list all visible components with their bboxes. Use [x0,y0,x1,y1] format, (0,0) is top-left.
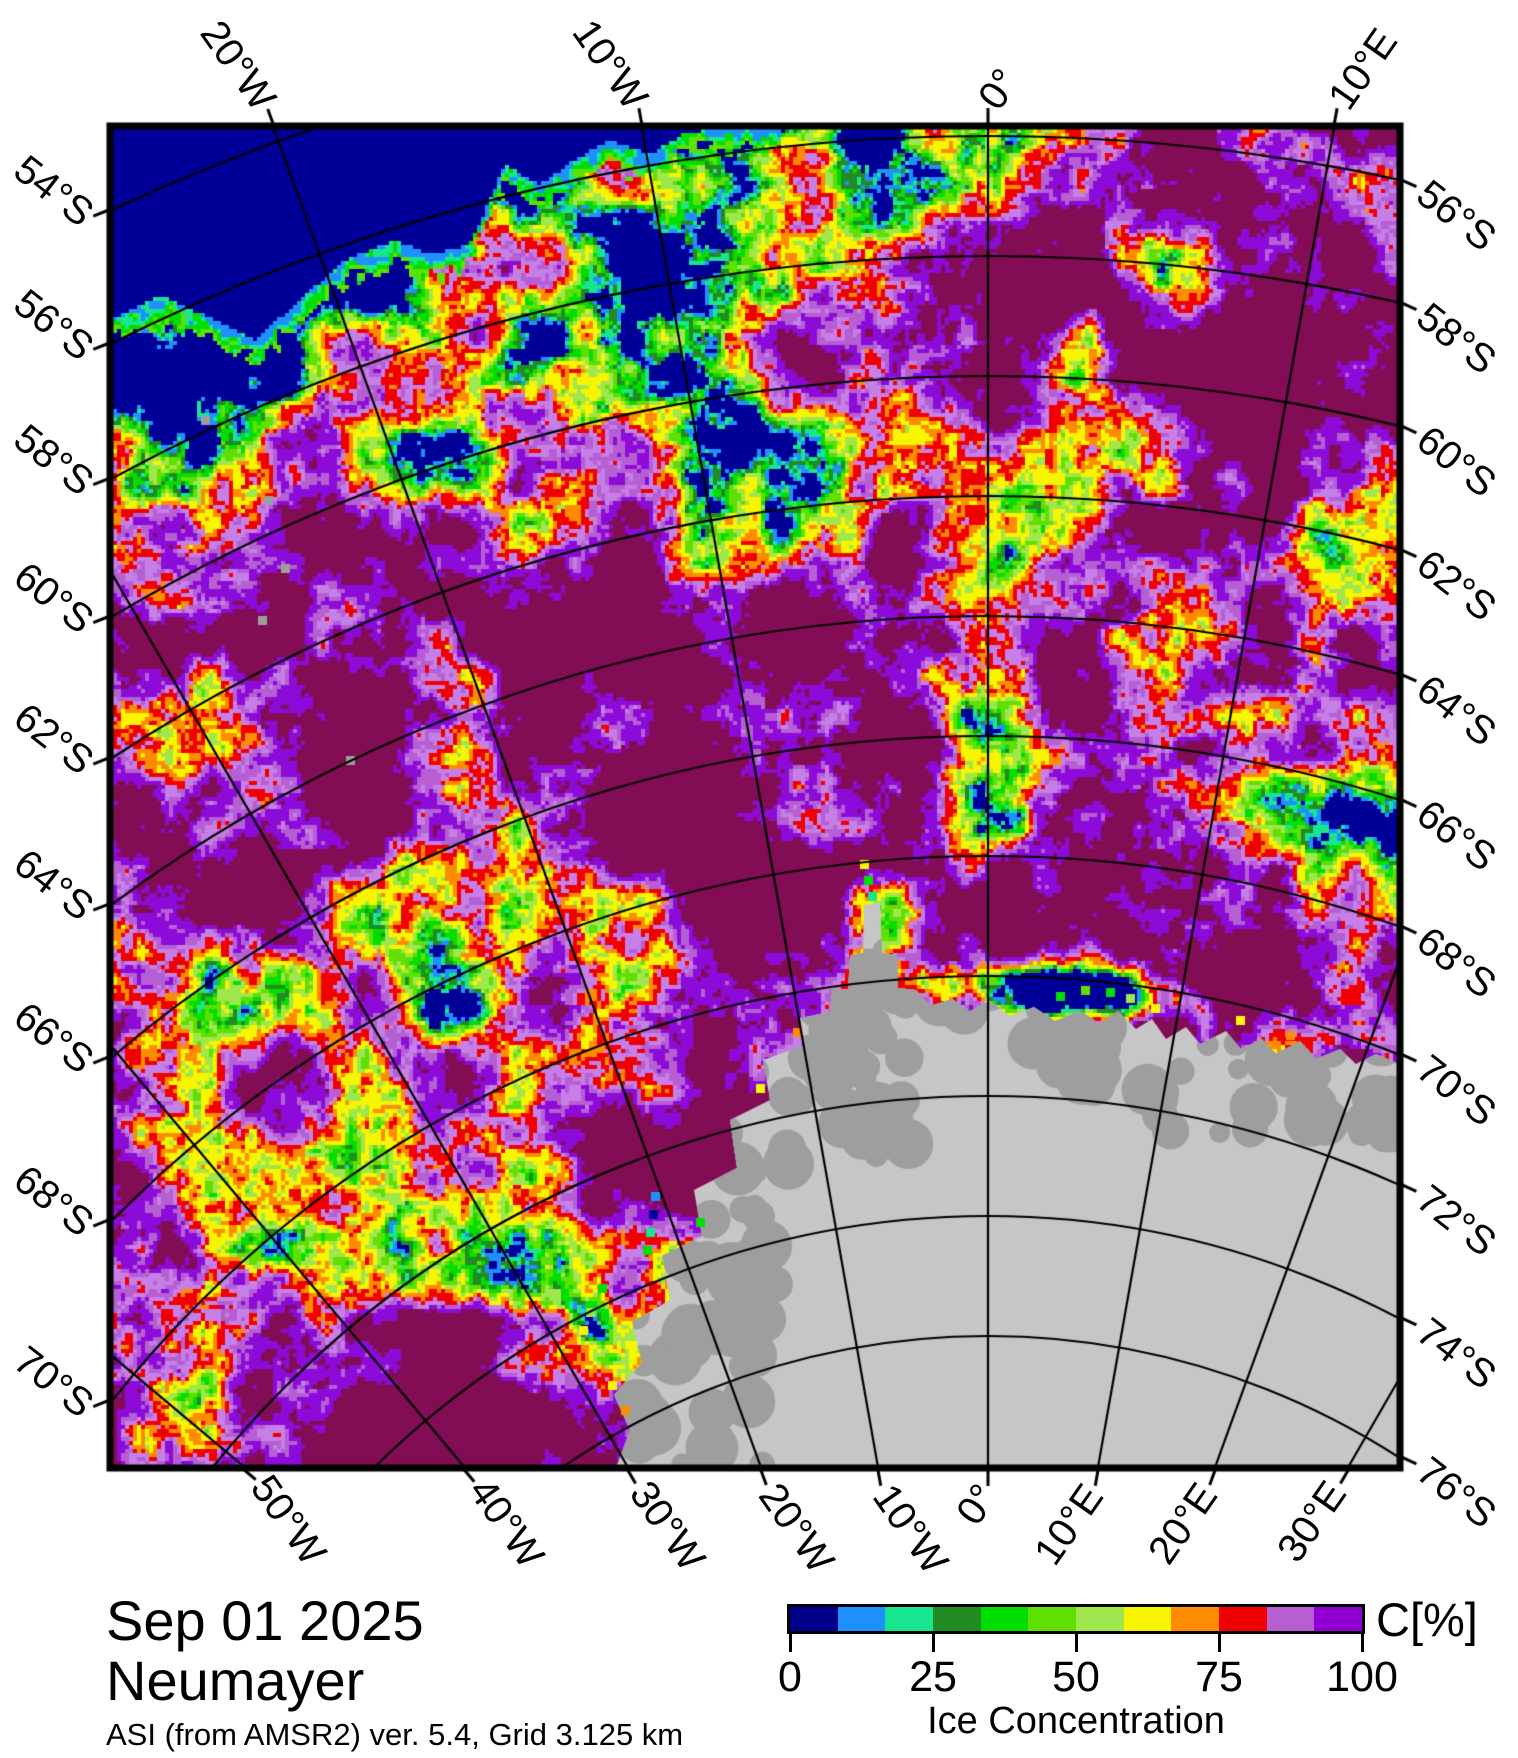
colorbar-segment [837,1607,886,1631]
colorbar-tick [1074,1634,1078,1652]
colorbar-tick-label: 100 [1326,1653,1398,1701]
colorbar-segment [1314,1607,1363,1631]
colorbar-tick [1360,1634,1364,1652]
colorbar-tick-label: 25 [909,1653,957,1701]
colorbar-tick [788,1634,792,1652]
colorbar-segment [790,1607,838,1631]
colorbar-segment [1219,1607,1267,1631]
colorbar [787,1604,1365,1634]
date-label: Sep 01 2025 [106,1589,424,1652]
colorbar-segment [1171,1607,1220,1631]
colorbar-segment [980,1607,1029,1631]
colorbar-tick-label: 75 [1195,1653,1243,1701]
colorbar-segment [1028,1607,1077,1631]
colorbar-segment [1076,1607,1124,1631]
colorbar-unit-label: C[%] [1376,1593,1478,1646]
colorbar-segment [885,1607,934,1631]
colorbar-tick-label: 0 [778,1653,802,1701]
source-version-label: ASI (from AMSR2) ver. 5.4, Grid 3.125 km [106,1717,684,1752]
colorbar-tick-label: 50 [1052,1653,1100,1701]
colorbar-segment [1266,1607,1315,1631]
colorbar-segment [1123,1607,1172,1631]
colorbar-segment [933,1607,981,1631]
colorbar-tick [1217,1634,1221,1652]
station-label: Neumayer [106,1649,365,1712]
colorbar-axis-label: Ice Concentration [927,1700,1225,1742]
colorbar-tick [931,1634,935,1652]
